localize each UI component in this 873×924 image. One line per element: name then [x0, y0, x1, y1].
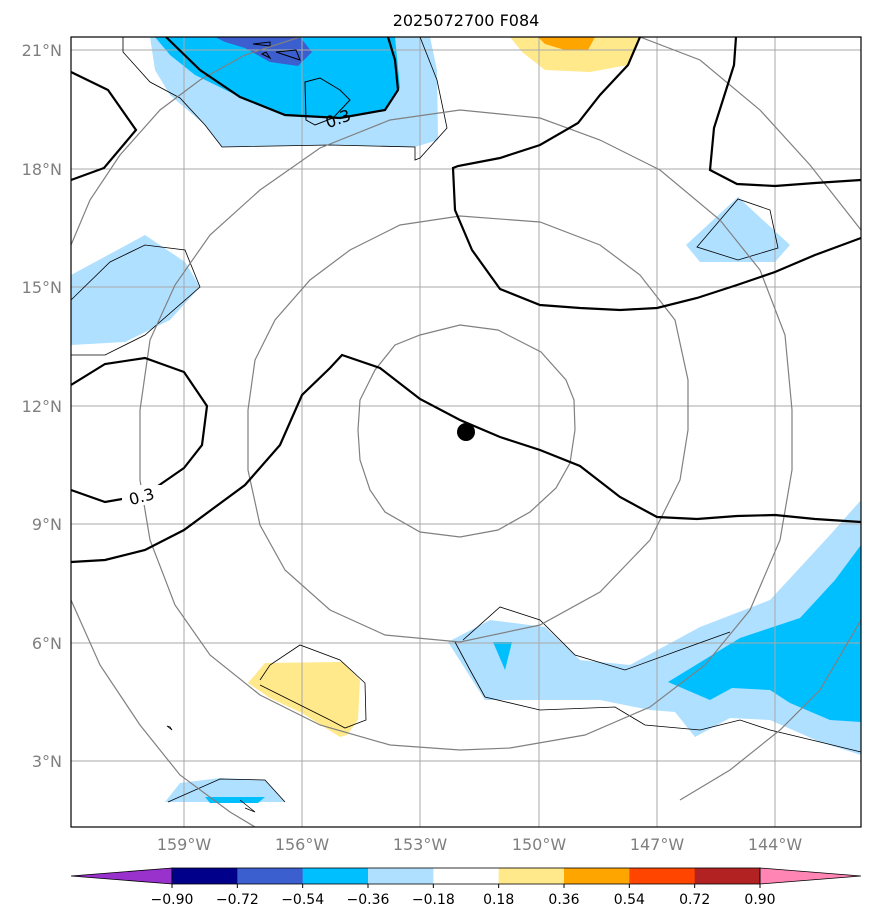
lat-label: 21°N: [22, 41, 62, 60]
colorbar-tick-label: 0.90: [744, 892, 775, 908]
colorbar-outline: [171, 867, 761, 885]
colorbar-tick-label: −0.36: [347, 892, 390, 908]
lon-label: 156°W: [275, 835, 330, 854]
lon-label: 150°W: [512, 835, 567, 854]
colorbar-tick-label: −0.54: [281, 892, 324, 908]
shading-outline-contours: [71, 37, 861, 813]
colorbar-swatch: [172, 868, 238, 884]
map-frame: [70, 36, 862, 828]
lon-label: 147°W: [630, 835, 685, 854]
colorbar-tick-label: 0.54: [614, 892, 645, 908]
colorbar-tick-label: −0.72: [216, 892, 259, 908]
colorbar-swatch: [498, 868, 565, 884]
colorbar-tick-label: −0.90: [151, 892, 194, 908]
colorbar-swatch: [694, 868, 761, 884]
lon-label: 153°W: [393, 835, 448, 854]
colorbar-tick-label: −0.18: [412, 892, 455, 908]
colorbar-extend-low: [70, 867, 173, 885]
lat-label: 15°N: [22, 278, 62, 297]
colorbar-tick-label: 0.72: [679, 892, 710, 908]
storm-center-marker: [457, 423, 475, 441]
colorbar-swatch: [629, 868, 696, 884]
colorbar-extend-high: [759, 867, 862, 885]
lat-label: 12°N: [22, 397, 62, 416]
colorbar-swatch: [237, 868, 304, 884]
figure-title: 2025072700 F084: [393, 11, 540, 30]
colorbar-swatches: [70, 867, 862, 885]
colorbar-tick-label: 0.36: [548, 892, 579, 908]
lat-label: 9°N: [32, 515, 62, 534]
colorbar-swatch: [433, 868, 500, 884]
shaded-anomaly-fields: [71, 37, 861, 803]
latitude-labels: 21°N 18°N 15°N 12°N 9°N 6°N 3°N: [22, 41, 62, 771]
island-outlines: [252, 41, 351, 126]
colorbar-ticks: −0.90 −0.72 −0.54 −0.36 −0.18 0.18 0.36 0.54 0.7…: [151, 884, 776, 908]
colorbar-swatch: [368, 868, 434, 884]
colorbar-swatch: [302, 868, 369, 884]
colorbar: −0.90 −0.72 −0.54 −0.36 −0.18 0.18 0.36 0.54 0.7…: [70, 867, 862, 908]
longitude-labels: 159°W 156°W 153°W 150°W 147°W 144°W: [157, 835, 803, 854]
range-rings: [71, 37, 861, 827]
lon-label: 159°W: [157, 835, 212, 854]
lon-label: 144°W: [748, 835, 803, 854]
colorbar-swatch: [564, 868, 630, 884]
colorbar-tick-label: 0.18: [483, 892, 514, 908]
lat-label: 3°N: [32, 752, 62, 771]
lat-label: 6°N: [32, 634, 62, 653]
map-area: 0.3 0.3: [71, 37, 861, 827]
lat-label: 18°N: [22, 160, 62, 179]
